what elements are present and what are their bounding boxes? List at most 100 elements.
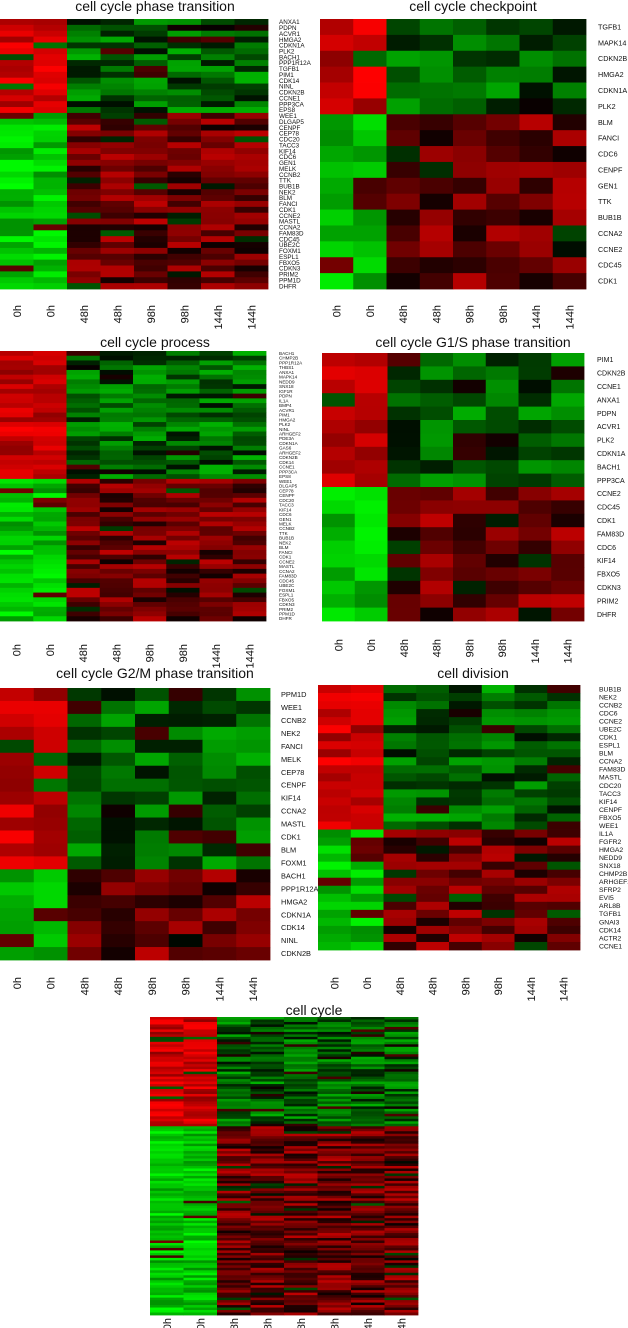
heatmap-cell <box>284 1061 318 1065</box>
heatmap-cell <box>33 700 68 715</box>
heatmap-cell <box>166 616 200 622</box>
heatmap-cell <box>0 200 34 208</box>
heatmap-cell <box>284 1026 318 1030</box>
heatmap-cell <box>99 417 134 423</box>
heatmap-cell <box>201 171 235 178</box>
heatmap-cell <box>199 464 234 470</box>
heatmap-cell <box>217 1148 251 1152</box>
heatmap-cell <box>199 592 234 598</box>
heatmap-cell <box>320 50 354 68</box>
heatmap-cell <box>419 273 454 290</box>
gene-label: DHFR <box>597 612 616 619</box>
heatmap-cell <box>552 273 587 290</box>
heatmap-cell <box>351 1205 385 1209</box>
gene-label: KIF14 <box>279 148 296 155</box>
heatmap-cell <box>99 469 134 475</box>
heatmap-cell <box>167 36 202 43</box>
heatmap-cell <box>284 1175 318 1179</box>
heatmap-cell <box>101 752 136 767</box>
heatmap-cell <box>384 1183 419 1187</box>
heatmap-cell <box>134 212 168 219</box>
heatmap-cell <box>514 717 548 726</box>
heatmap-cell <box>0 535 34 541</box>
heatmap-cell <box>217 1141 251 1145</box>
heatmap-cell <box>202 921 237 935</box>
gene-label: CDC6 <box>599 710 618 717</box>
heatmap-cell <box>201 83 235 90</box>
heatmap-cell <box>232 469 267 475</box>
heatmap-cell <box>33 804 68 818</box>
heatmap-cell <box>183 1111 218 1115</box>
gene-label: FANCI <box>281 742 303 751</box>
heatmap-cell <box>201 124 235 131</box>
gene-label: KIF14 <box>281 794 301 803</box>
heatmap-cell <box>383 845 417 855</box>
heatmap-cell <box>384 1168 419 1172</box>
heatmap-cell <box>99 540 134 546</box>
heatmap-cell <box>250 1138 285 1142</box>
heatmap-cell <box>351 1297 385 1301</box>
heatmap-cell <box>350 789 384 798</box>
heatmap-cell <box>199 606 234 612</box>
column-label: 98h <box>178 644 190 662</box>
heatmap-cell <box>384 1247 419 1251</box>
heatmap-cell <box>250 1255 285 1259</box>
heatmap-cell <box>350 901 384 911</box>
heatmap-cell <box>386 161 421 179</box>
heatmap-cell <box>386 241 421 258</box>
heatmap-cell <box>547 901 581 911</box>
heatmap-cell <box>317 1163 352 1167</box>
gene-label: CENPF <box>279 125 300 132</box>
heatmap-cell <box>353 273 387 290</box>
heatmap-cell <box>134 77 168 84</box>
heatmap-cell <box>150 1111 184 1115</box>
heatmap-cell <box>386 177 421 195</box>
heatmap-cell <box>318 773 352 782</box>
heatmap-cell <box>217 1093 251 1097</box>
gene-label: CCNB2 <box>599 702 622 709</box>
heatmap-cell <box>386 146 421 163</box>
heatmap-cell <box>166 388 200 395</box>
heatmap-cell <box>485 594 519 608</box>
heatmap-cell <box>232 587 267 593</box>
heatmap-cell <box>133 388 167 395</box>
heatmap-cell <box>33 459 67 466</box>
heatmap-cell <box>317 1235 352 1239</box>
gene-label: ACVR1 <box>279 408 295 413</box>
heatmap-cell <box>284 1210 318 1214</box>
heatmap-cell <box>384 1017 419 1020</box>
heatmap-cell <box>514 741 548 750</box>
heatmap-cell <box>99 374 134 380</box>
heatmap-cell <box>66 393 101 399</box>
heatmap-cell <box>100 77 135 84</box>
heatmap-cell <box>166 464 200 470</box>
heatmap-cell <box>514 685 548 694</box>
heatmap-cell <box>133 606 167 612</box>
heatmap-cell <box>150 1093 184 1097</box>
gene-label: GEN1 <box>279 517 292 522</box>
heatmap-cell <box>514 797 548 806</box>
heatmap-cell <box>481 789 515 798</box>
heatmap-cell <box>66 512 101 518</box>
heatmap-cell <box>33 351 67 357</box>
heatmap-cell <box>67 48 101 55</box>
heatmap-cell <box>101 843 136 857</box>
heatmap-cell <box>33 573 67 579</box>
heatmap-cell <box>0 374 34 380</box>
heatmap-cell <box>99 426 134 432</box>
heatmap-cell <box>100 107 135 114</box>
heatmap-cell <box>67 947 102 961</box>
heatmap-cell <box>449 933 483 943</box>
heatmap-cell <box>250 1240 285 1244</box>
heatmap-cell <box>416 717 450 726</box>
heatmap-cell <box>386 82 421 99</box>
heatmap-cell <box>481 853 515 863</box>
heatmap-cell <box>386 19 421 36</box>
heatmap-cell <box>232 369 267 376</box>
heatmap-cell <box>453 241 487 258</box>
heatmap-cell <box>419 225 454 242</box>
heatmap-cell <box>351 1220 385 1224</box>
heatmap-cell <box>199 478 234 485</box>
heatmap-cell <box>217 1310 251 1313</box>
heatmap-cell <box>150 1250 184 1254</box>
